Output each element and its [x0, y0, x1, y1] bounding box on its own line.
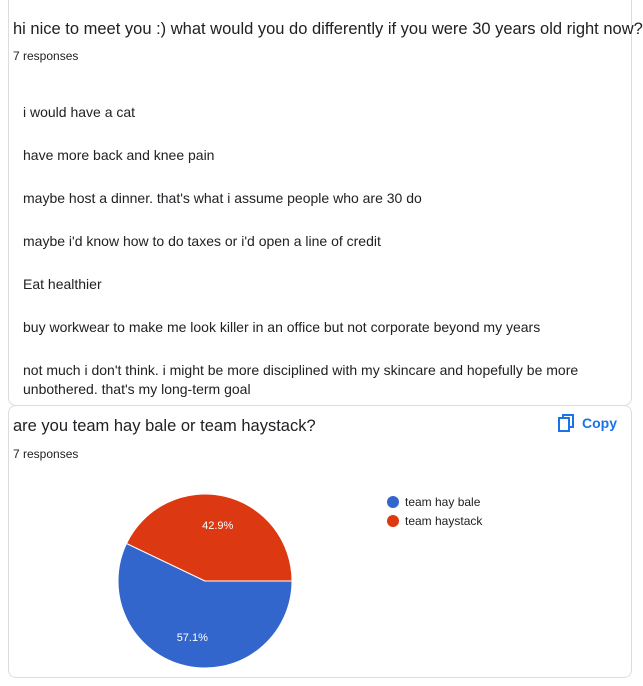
copy-icon [558, 414, 574, 432]
answer-item: have more back and knee pain [23, 147, 215, 163]
legend-item-haystack: team haystack [387, 511, 482, 530]
question-card-30-years: hi nice to meet you :) what would you do… [8, 0, 643, 406]
legend-swatch [387, 495, 399, 508]
pie-label-hay-bale: 57.1% [177, 632, 208, 644]
pie-slice-haystack [125, 493, 293, 582]
answer-list: i would have a cat have more back and kn… [23, 103, 613, 423]
chart-legend: team hay bale team haystack [387, 492, 482, 530]
answer-item: not much i don't think. i might be more … [23, 362, 579, 397]
answer-item: buy workwear to make me look killer in a… [23, 319, 541, 335]
answer-item: i would have a cat [23, 104, 136, 120]
answer-item: maybe i'd know how to do taxes or i'd op… [23, 233, 381, 249]
legend-label: team hay bale [405, 494, 481, 509]
response-count: 7 responses [13, 49, 79, 63]
copy-button-label: Copy [582, 415, 617, 431]
response-count: 7 responses [13, 447, 79, 461]
legend-item-hay-bale: team hay bale [387, 492, 482, 511]
answer-item: maybe host a dinner. that's what i assum… [23, 190, 422, 206]
legend-swatch [387, 514, 399, 527]
pie-slice-hay-bale [117, 542, 293, 669]
copy-chart-button[interactable]: Copy [558, 414, 617, 432]
question-title: hi nice to meet you :) what would you do… [13, 20, 643, 38]
question-title: are you team hay bale or team haystack? [13, 417, 316, 435]
pie-label-haystack: 42.9% [202, 520, 233, 532]
question-card-hay: are you team hay bale or team haystack? … [8, 405, 632, 678]
legend-label: team haystack [405, 513, 483, 528]
pie-chart: 57.1% 42.9% [117, 493, 293, 669]
answer-item: Eat healthier [23, 276, 102, 292]
